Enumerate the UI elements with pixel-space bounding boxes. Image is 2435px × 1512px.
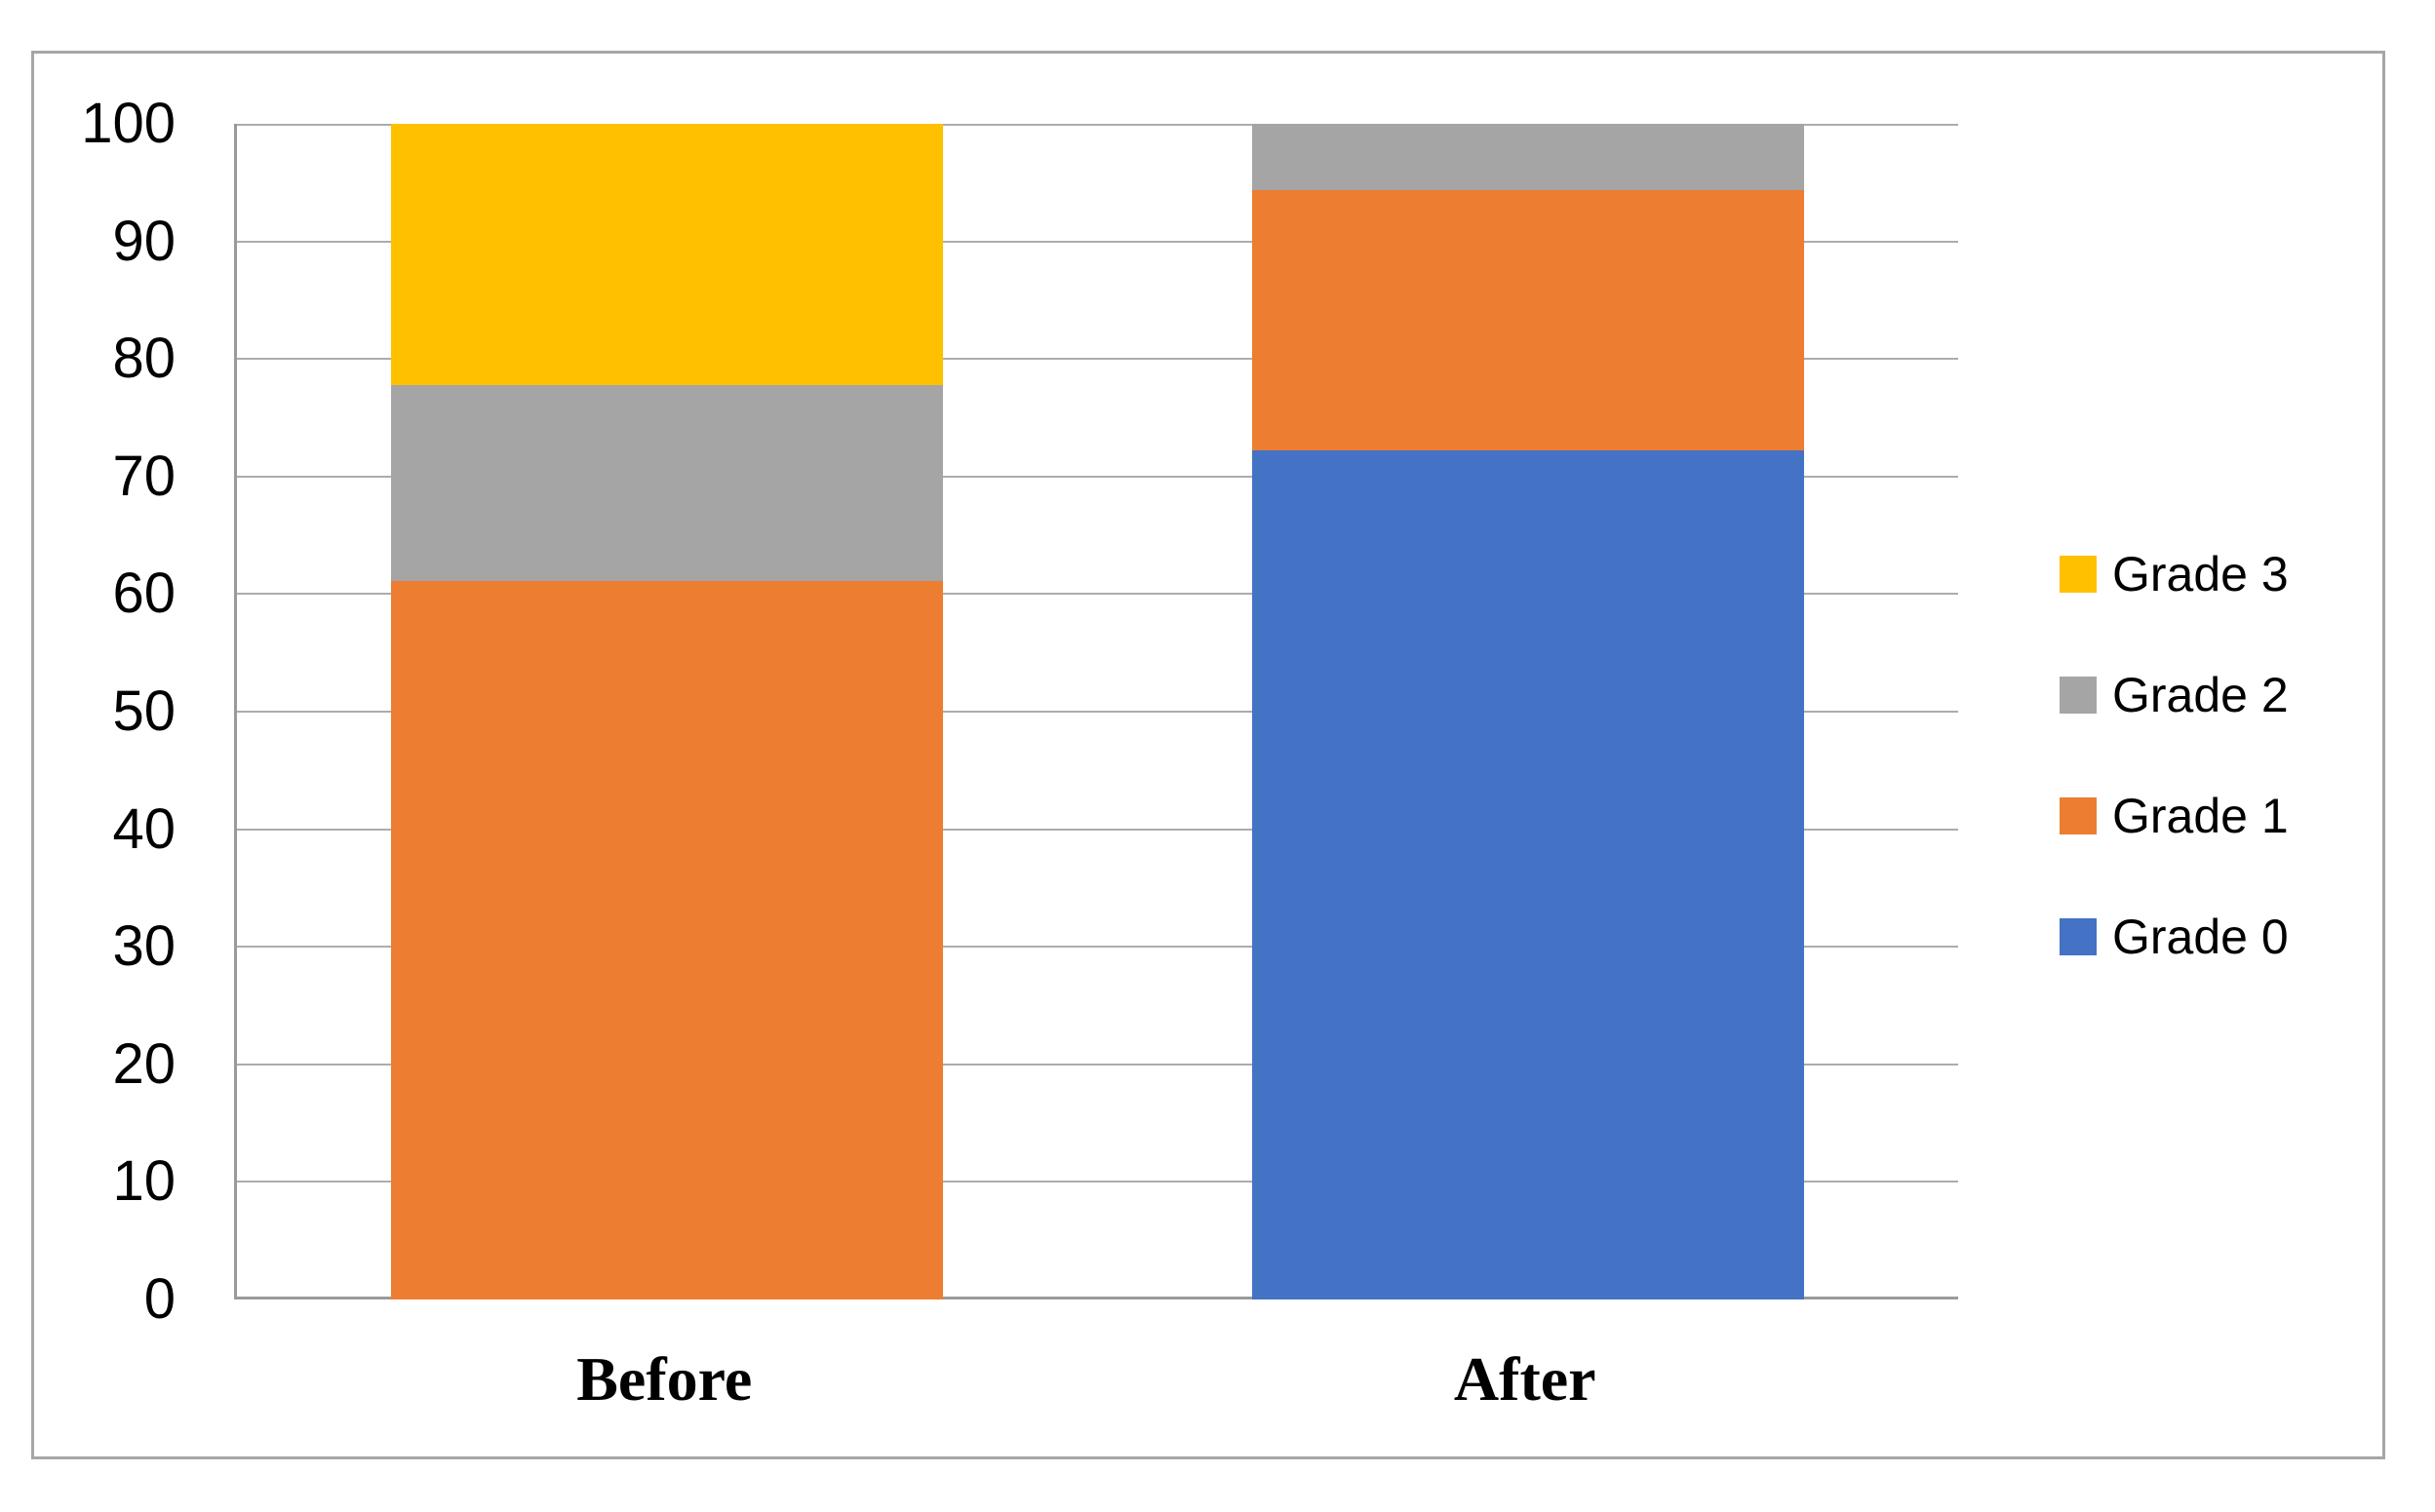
y-tick-label-30: 30: [112, 914, 176, 979]
bar-segment-after-grade-2: [1251, 124, 1804, 190]
gridline-10: [237, 1181, 1958, 1183]
gridline-90: [237, 240, 1958, 243]
gridline-70: [237, 475, 1958, 478]
y-tick-label-50: 50: [112, 679, 176, 743]
legend-item-grade-0: Grade 0: [2060, 907, 2289, 967]
y-tick-label-20: 20: [112, 1031, 176, 1096]
y-tick-label-70: 70: [112, 444, 176, 508]
y-tick-label-10: 10: [112, 1149, 176, 1214]
bar-segment-before-grade-3: [391, 124, 944, 385]
y-tick-label-40: 40: [112, 796, 176, 861]
gridline-80: [237, 358, 1958, 361]
legend-swatch-grade-3: [2060, 556, 2097, 593]
bar-segment-before-grade-1: [391, 581, 944, 1299]
gridline-0: [237, 1297, 1958, 1299]
bar-segment-after-grade-0: [1251, 450, 1804, 1299]
legend-label-grade-3: Grade 3: [2112, 547, 2289, 601]
y-axis-labels: 0 10 20 30 40 50 60 70 80 90 100: [0, 96, 176, 1328]
legend-item-grade-3: Grade 3: [2060, 544, 2289, 604]
gridline-60: [237, 593, 1958, 596]
y-tick-label-60: 60: [112, 562, 176, 626]
x-category-label-after: After: [1453, 1344, 1596, 1414]
legend-item-grade-2: Grade 2: [2060, 665, 2289, 725]
x-axis-labels: Before After: [234, 1334, 1955, 1427]
legend-label-grade-1: Grade 1: [2112, 789, 2289, 843]
gridlines: [237, 124, 1958, 1299]
y-tick-label-100: 100: [81, 92, 176, 155]
plot-area: [234, 124, 1958, 1299]
legend-label-grade-2: Grade 2: [2112, 668, 2289, 722]
legend-swatch-grade-0: [2060, 918, 2097, 955]
legend-swatch-grade-1: [2060, 797, 2097, 834]
legend: Grade 3 Grade 2 Grade 1 Grade 0: [2060, 544, 2289, 1027]
gridline-50: [237, 711, 1958, 713]
y-tick-label-80: 80: [112, 327, 176, 391]
bar-segment-after-grade-1: [1251, 189, 1804, 451]
bars: [237, 124, 1958, 1299]
gridline-40: [237, 828, 1958, 831]
x-category-label-before: Before: [576, 1344, 753, 1414]
legend-label-grade-0: Grade 0: [2112, 910, 2289, 964]
gridline-30: [237, 946, 1958, 949]
gridline-100: [237, 124, 1958, 126]
y-tick-label-90: 90: [112, 209, 176, 273]
bar-segment-before-grade-2: [391, 384, 944, 582]
legend-item-grade-1: Grade 1: [2060, 786, 2289, 846]
legend-swatch-grade-2: [2060, 677, 2097, 714]
gridline-20: [237, 1063, 1958, 1066]
y-tick-label-0: 0: [143, 1267, 176, 1331]
